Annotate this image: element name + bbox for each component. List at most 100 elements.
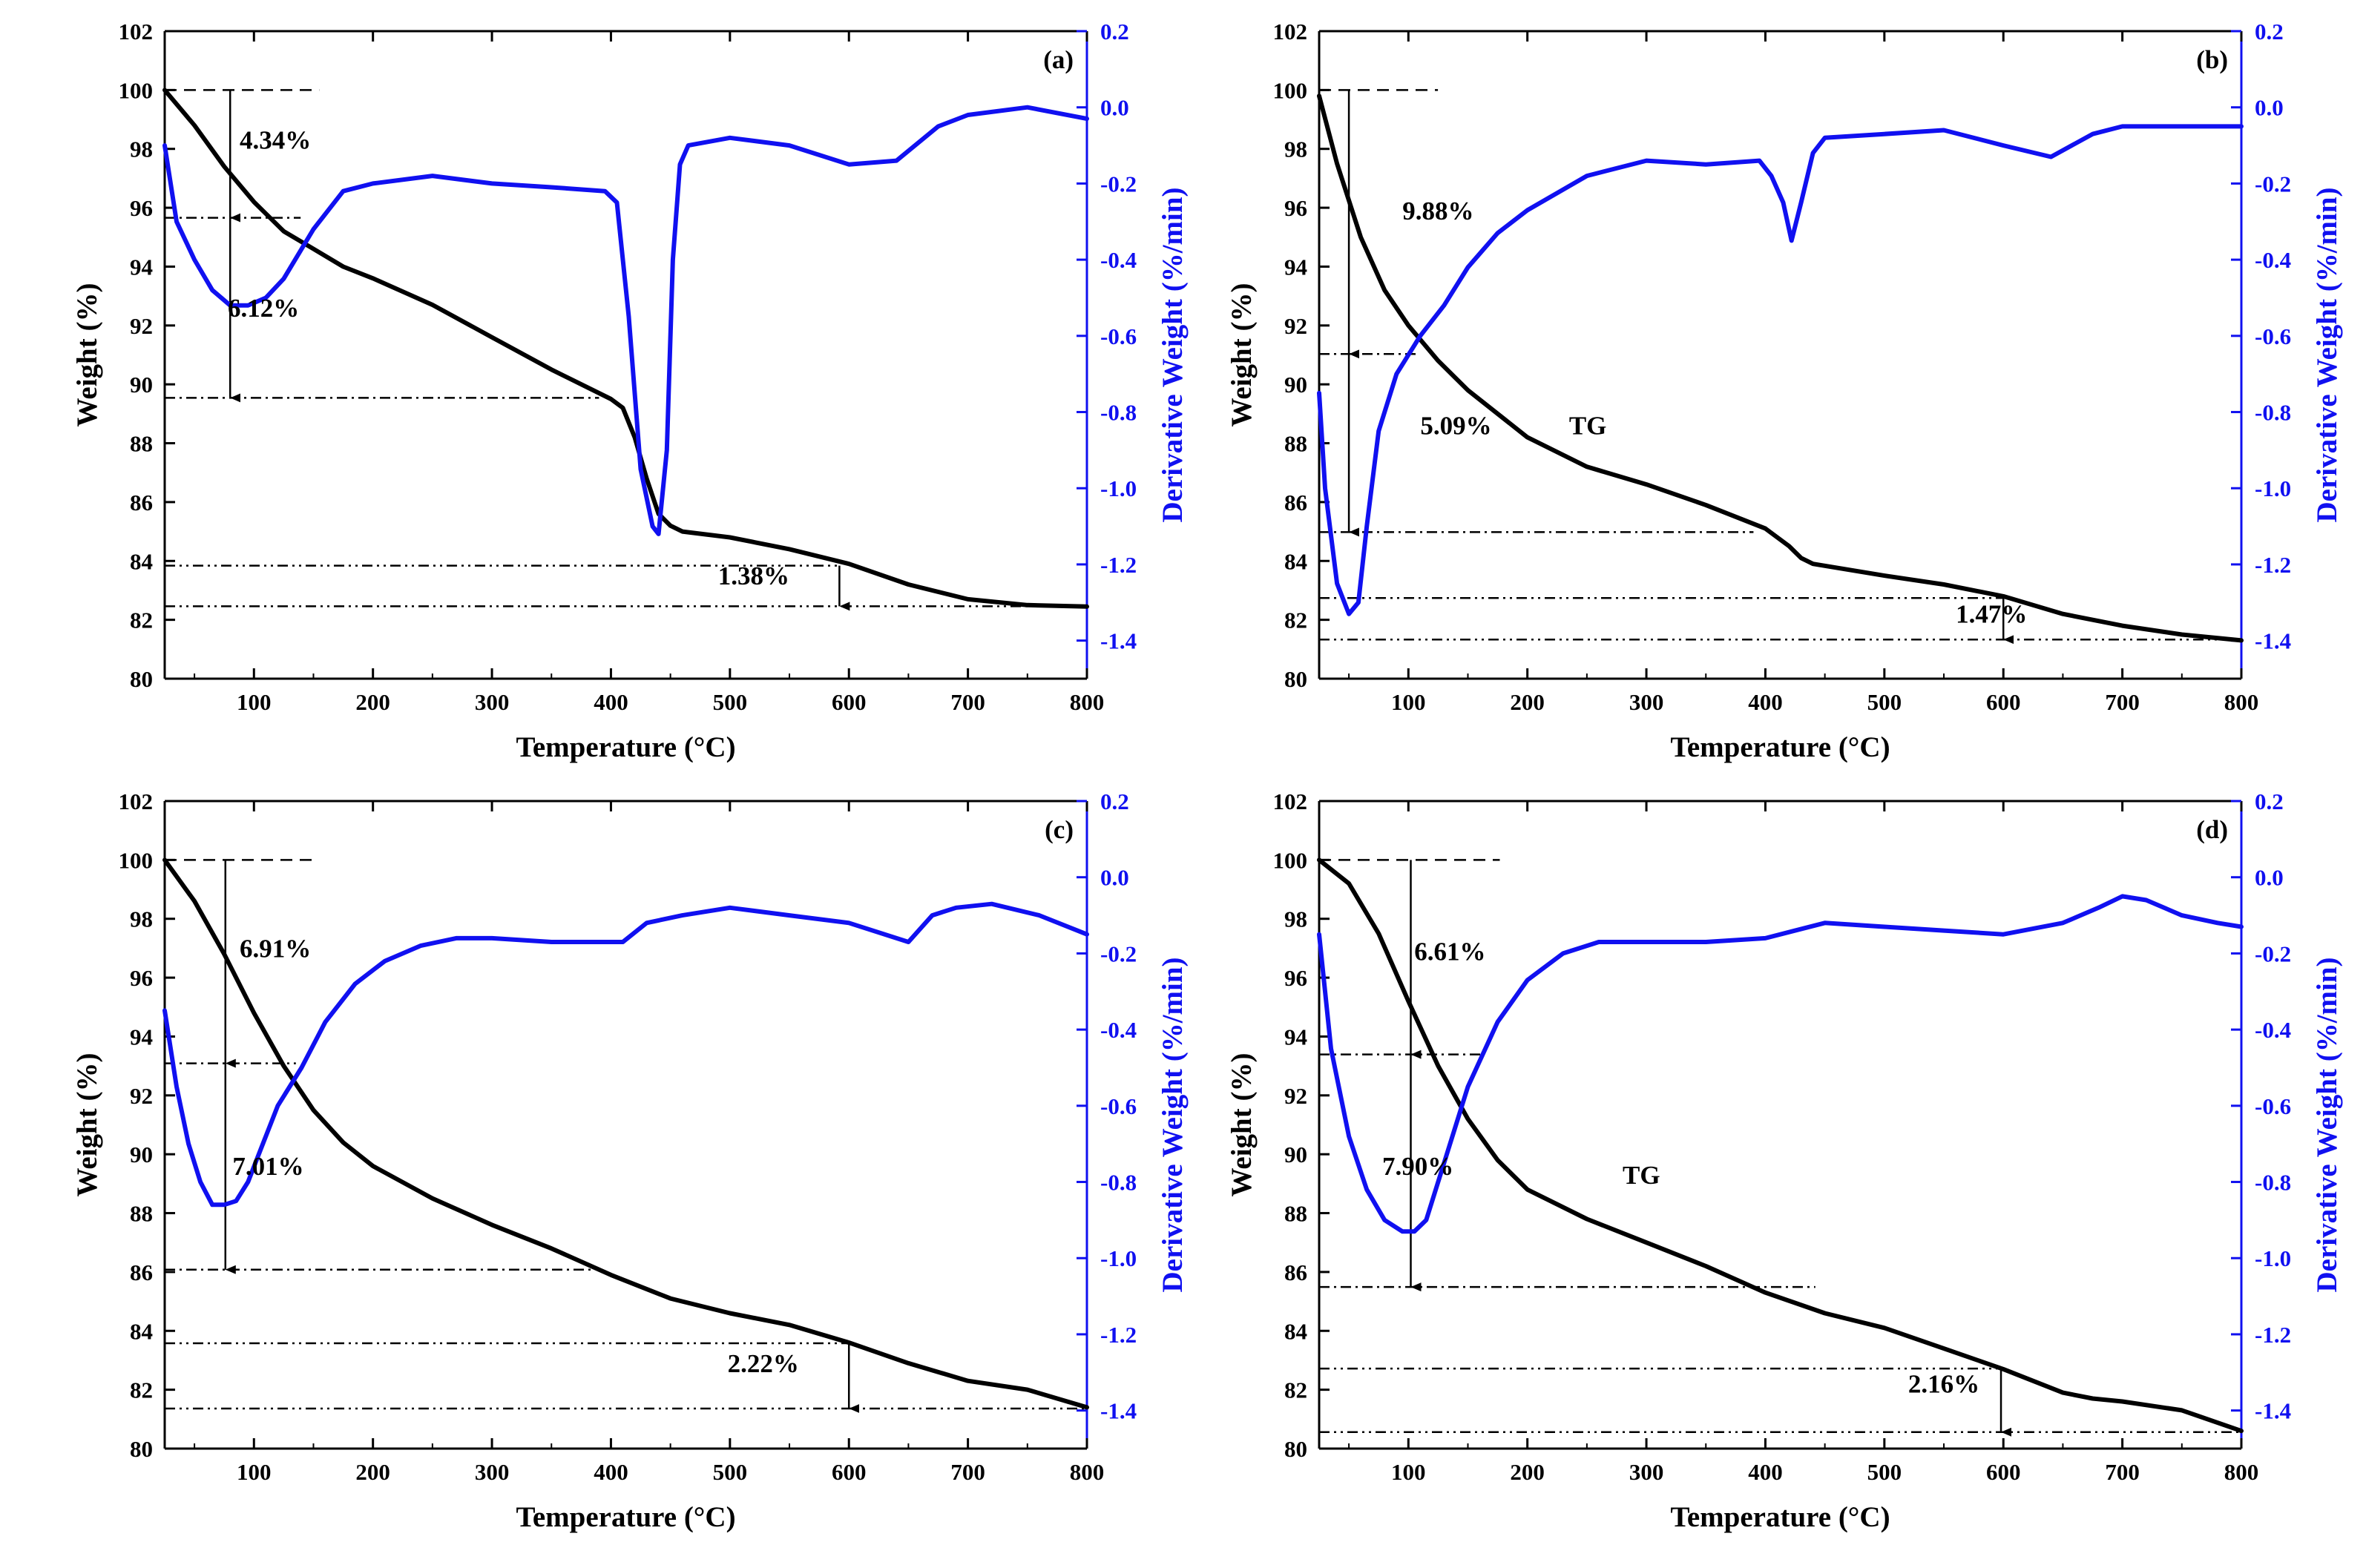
y-tick-label: 90: [130, 372, 153, 398]
y2-tick-label: -0.4: [1100, 1017, 1137, 1043]
dtg-point: [1356, 600, 1361, 605]
y2-axis-title: Derivative Weight (%/min): [1157, 187, 1189, 522]
dtg-series-line: [1317, 894, 2244, 1234]
tg-point: [2120, 1400, 2125, 1403]
x-axis-title: Temperature (°C): [1670, 731, 1890, 763]
dtg-point: [1790, 238, 1794, 243]
dtg-point: [162, 1008, 167, 1012]
x-tick-label: 200: [355, 689, 390, 715]
y-tick-label: 80: [1284, 1436, 1307, 1462]
dtg-point: [1644, 159, 1649, 163]
y-tick-label: 84: [1284, 548, 1307, 574]
y-tick-label: 100: [1273, 847, 1308, 873]
tg-point: [1703, 503, 1708, 507]
dtg-point: [1561, 951, 1565, 955]
dtg-point: [2144, 898, 2149, 902]
dtg-point: [174, 1084, 179, 1089]
y-tick-label: 92: [1284, 1083, 1307, 1109]
dtg-point: [454, 936, 459, 941]
dtg-point: [192, 257, 197, 262]
dtg-point: [615, 200, 619, 205]
tg-point: [430, 1196, 435, 1201]
y-axis-title: Weight (%): [1226, 1053, 1258, 1197]
tg-point: [728, 536, 732, 539]
dtg-point: [418, 943, 423, 948]
tg-point: [222, 165, 226, 168]
y2-tick-label: -1.2: [1100, 552, 1137, 578]
dtg-point: [246, 303, 250, 308]
panel-label: (d): [2196, 815, 2228, 844]
y-tick-label: 88: [130, 431, 153, 457]
tg-point: [1787, 544, 1791, 548]
x-tick-label: 300: [1629, 689, 1664, 715]
dtg-point: [210, 1202, 214, 1207]
tg-point: [1882, 573, 1887, 578]
tg-point: [1025, 603, 1030, 607]
dtg-point: [2180, 913, 2184, 918]
y2-tick-label: -0.8: [2255, 400, 2291, 426]
annotation-label: 7.90%: [1382, 1152, 1453, 1181]
y-tick-label: 82: [130, 607, 153, 633]
tg-point: [645, 476, 649, 481]
dtg-point: [2091, 132, 2094, 136]
x-tick-label: 500: [713, 1459, 748, 1485]
y-tick-label: 96: [1284, 965, 1307, 991]
tg-point: [2120, 624, 2125, 628]
dtg-point: [174, 220, 179, 224]
dtg-point: [210, 288, 214, 292]
dtg-point: [341, 189, 346, 194]
y2-axis-title: Derivative Weight (%/min): [2311, 957, 2343, 1292]
tg-point: [847, 561, 851, 566]
x-tick-label: 200: [355, 1459, 390, 1485]
tg-point: [621, 406, 625, 410]
y2-tick-label: -1.0: [1100, 1245, 1137, 1271]
dtg-point: [966, 113, 970, 117]
y-axis-title: Weight (%): [71, 1053, 103, 1197]
tg-point: [1466, 1117, 1470, 1121]
y-tick-label: 80: [130, 1436, 153, 1462]
dtg-point: [281, 277, 286, 281]
dtg-point: [1442, 303, 1446, 308]
y2-tick-label: -0.4: [2255, 247, 2291, 273]
dtg-point: [651, 524, 655, 529]
x-tick-label: 400: [594, 1459, 628, 1485]
y2-tick-label: 0.2: [2255, 19, 2284, 45]
x-tick-label: 100: [1391, 1459, 1426, 1485]
dtg-point: [549, 940, 553, 944]
dtg-point: [1323, 486, 1327, 490]
dtg-point: [2215, 920, 2220, 925]
x-tick-label: 600: [832, 689, 867, 715]
x-tick-label: 600: [1986, 1459, 2021, 1485]
dtg-point: [657, 532, 661, 536]
dtg-point: [627, 314, 631, 319]
tg-point: [1085, 1405, 1089, 1409]
tg-series-line: [162, 88, 1089, 609]
dtg-point: [2001, 143, 2005, 148]
dtg-point: [621, 940, 625, 944]
tg-point: [371, 276, 375, 280]
x-tick-label: 300: [1629, 1459, 1664, 1485]
x-tick-label: 700: [2105, 689, 2140, 715]
dtg-point: [1799, 200, 1804, 205]
dtg-point: [894, 159, 898, 163]
tg-point: [549, 1246, 553, 1251]
tg-point: [490, 335, 494, 340]
tg-point: [1358, 235, 1363, 240]
tg-point: [2180, 633, 2184, 636]
y-tick-label: 94: [130, 254, 153, 280]
y-tick-label: 98: [1284, 136, 1307, 162]
tg-point: [1585, 464, 1589, 469]
tg-point: [2239, 1429, 2244, 1433]
y-tick-label: 82: [1284, 1377, 1307, 1403]
dtg-point: [353, 982, 358, 986]
dtg-point: [1496, 231, 1500, 235]
y2-tick-label: -0.8: [1100, 1170, 1137, 1196]
tg-point: [680, 530, 685, 534]
tg-point: [1644, 1240, 1649, 1245]
y-tick-label: 88: [130, 1201, 153, 1227]
annotation-label: TG: [1623, 1161, 1660, 1190]
dtg-point: [1703, 940, 1708, 944]
tg-point: [281, 229, 286, 234]
y-tick-label: 96: [130, 195, 153, 221]
tg-point: [1382, 288, 1387, 292]
